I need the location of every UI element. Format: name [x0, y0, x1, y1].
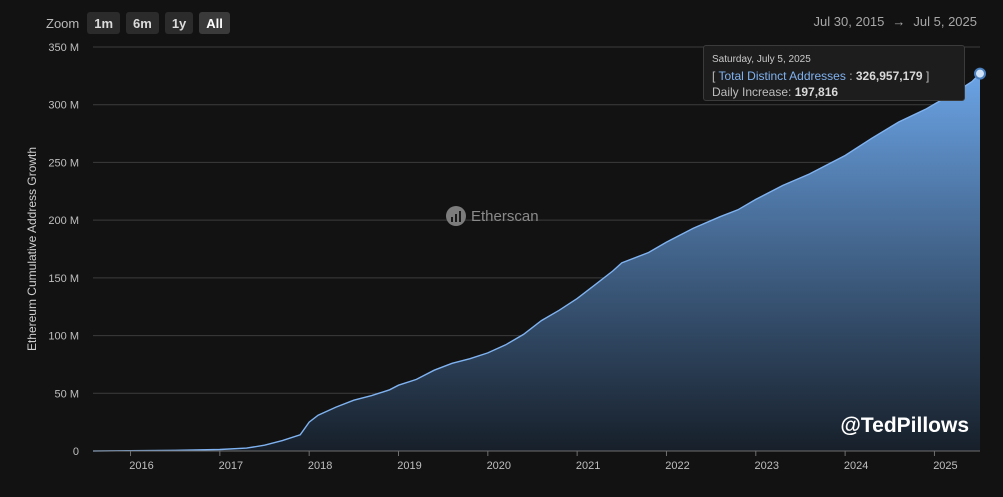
tooltip-series-label: Total Distinct Addresses — [718, 69, 846, 83]
y-tick-label: 50 M — [55, 388, 79, 400]
x-tick-label: 2022 — [665, 460, 689, 472]
date-range: Jul 30, 2015 → Jul 5, 2025 — [814, 14, 977, 29]
range-to[interactable]: Jul 5, 2025 — [913, 14, 977, 29]
zoom-1m-button[interactable]: 1m — [87, 12, 121, 34]
y-tick-label: 300 M — [48, 100, 79, 112]
etherscan-logo-icon — [446, 206, 466, 226]
x-tick-label: 2018 — [308, 460, 332, 472]
x-tick-label: 2020 — [487, 460, 511, 472]
tooltip-value: 326,957,179 — [855, 69, 923, 83]
y-tick-label: 200 M — [48, 215, 79, 227]
x-tick-label: 2023 — [755, 460, 779, 472]
y-axis: 0 50 M 100 M 150 M 200 M 250 M 300 M 350 M — [48, 42, 79, 458]
watermark-text: Etherscan — [471, 207, 539, 225]
y-tick-label: 100 M — [48, 331, 79, 343]
zoom-6m-button[interactable]: 6m — [126, 12, 159, 34]
y-tick-label: 150 M — [48, 273, 79, 285]
etherscan-watermark: Etherscan — [446, 206, 539, 226]
x-tick-label: 2016 — [129, 460, 153, 472]
chart-tooltip: Saturday, July 5, 2025 [ Total Distinct … — [703, 45, 965, 101]
x-tick-label: 2021 — [576, 460, 600, 472]
tooltip-increase-row: Daily Increase: 197,816 — [712, 84, 956, 100]
x-tick-label: 2019 — [397, 460, 421, 472]
y-axis-title: Ethereum Cumulative Address Growth — [25, 147, 39, 351]
range-arrow: → — [892, 14, 906, 29]
x-axis: 2016 2017 2018 2019 2020 2021 2022 2023 2024 2025 — [129, 451, 958, 472]
tooltip-increase-value: 197,816 — [794, 85, 839, 99]
highlight-point[interactable] — [974, 67, 986, 80]
tooltip-close-bracket: ] — [925, 69, 930, 83]
area-series-fill — [93, 73, 980, 451]
zoom-1y-button[interactable]: 1y — [164, 12, 194, 34]
tooltip-date: Saturday, July 5, 2025 — [712, 54, 811, 65]
x-tick-label: 2025 — [933, 460, 957, 472]
tooltip-separator: : — [845, 69, 856, 83]
y-tick-label: 250 M — [48, 157, 79, 169]
range-from[interactable]: Jul 30, 2015 — [813, 14, 885, 29]
x-tick-label: 2024 — [844, 460, 868, 472]
y-tick-label: 0 — [73, 446, 79, 458]
y-tick-label: 350 M — [48, 42, 79, 54]
zoom-all-button[interactable]: All — [199, 12, 230, 34]
tooltip-increase-label: Daily Increase: — [712, 85, 795, 99]
zoom-bar: Zoom 1m 6m 1y All — [46, 12, 236, 34]
author-handle: @TedPillows — [840, 414, 969, 437]
tooltip-open-bracket: [ — [712, 69, 716, 83]
tooltip-series-row: [ Total Distinct Addresses : 326,957,179… — [712, 68, 956, 84]
area-series-line — [92, 73, 981, 452]
x-tick-label: 2017 — [219, 460, 243, 472]
zoom-label: Zoom — [46, 15, 80, 31]
